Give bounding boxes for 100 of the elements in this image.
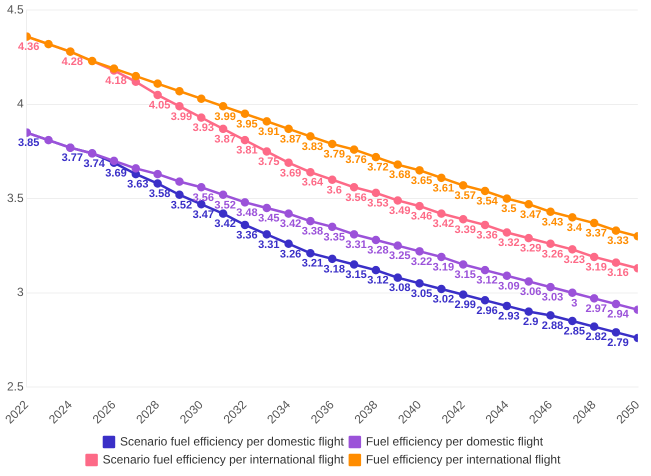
data-label: 3.22	[410, 256, 432, 268]
point	[393, 241, 402, 250]
point	[350, 183, 358, 192]
data-label: 3	[571, 297, 578, 310]
data-label: 3.54	[476, 196, 499, 208]
data-label: 3.46	[410, 210, 432, 223]
data-label: 2.97	[585, 302, 607, 315]
y-tick-label: 4.5	[6, 2, 24, 17]
point	[502, 228, 512, 237]
point	[415, 279, 424, 288]
point	[328, 254, 336, 264]
point	[218, 102, 228, 111]
point	[153, 170, 162, 178]
data-label: 3.42	[432, 218, 454, 230]
point	[44, 136, 53, 144]
data-label: 3.72	[367, 162, 389, 174]
point	[524, 277, 533, 286]
point	[350, 230, 358, 239]
data-label: 3.63	[127, 178, 149, 191]
data-label: 3.99	[170, 110, 192, 123]
point	[415, 166, 424, 175]
point	[480, 186, 490, 196]
data-label: 3.15	[345, 269, 367, 282]
point	[480, 296, 490, 305]
point	[415, 202, 424, 210]
point	[590, 294, 598, 303]
point	[44, 40, 53, 48]
data-label: 3.02	[432, 294, 454, 306]
legend-label: Scenario fuel efficiency per international flight	[102, 452, 345, 466]
point	[590, 218, 598, 228]
data-label: 3.31	[258, 238, 280, 251]
data-label: 3.99	[214, 110, 236, 123]
point	[328, 140, 336, 148]
data-label: 3.26	[280, 248, 302, 260]
data-label: 3.65	[410, 174, 432, 187]
point	[175, 190, 184, 200]
data-label: 2.93	[498, 310, 520, 322]
point	[262, 204, 272, 212]
point	[437, 174, 446, 182]
data-label: 3.57	[454, 190, 476, 202]
point	[393, 160, 402, 169]
point	[437, 284, 446, 294]
point	[612, 300, 620, 308]
y-tick-label: 4	[16, 96, 24, 111]
data-label: 3.42	[214, 218, 236, 230]
data-label: 3.16	[607, 267, 629, 280]
data-label: 2.96	[476, 304, 498, 317]
point	[524, 234, 533, 242]
data-label: 3.5	[501, 203, 517, 216]
y-tick-label: 3	[16, 285, 24, 300]
y-tick-label: 3.5	[6, 190, 24, 205]
data-label: 2.88	[542, 320, 564, 332]
data-label: 3.05	[410, 288, 432, 300]
point	[218, 209, 228, 218]
data-label: 4.36	[18, 41, 40, 54]
point	[524, 200, 533, 208]
point	[502, 302, 512, 310]
data-label: 3.68	[389, 169, 410, 182]
point	[197, 113, 206, 122]
point	[240, 220, 250, 230]
point	[153, 90, 162, 100]
data-label: 3.47	[192, 208, 214, 221]
point	[546, 240, 555, 248]
legend-label: Fuel efficiency per international flight	[366, 452, 562, 466]
data-label: 3.29	[520, 242, 542, 255]
data-label: 3.08	[389, 282, 410, 294]
point	[218, 124, 228, 134]
data-label: 3.53	[367, 197, 389, 210]
point	[458, 181, 468, 190]
data-label: 3.48	[236, 206, 258, 219]
point	[372, 236, 380, 244]
data-label: 3.45	[258, 212, 280, 225]
point	[502, 194, 512, 203]
point	[328, 175, 336, 184]
point	[458, 290, 468, 299]
data-label: 4.05	[148, 100, 170, 112]
point	[306, 132, 315, 141]
point	[568, 245, 577, 254]
data-label: 3.95	[236, 118, 258, 130]
data-label: 3.74	[83, 158, 106, 170]
point	[372, 266, 380, 274]
point	[393, 196, 402, 205]
data-label: 3.38	[302, 226, 324, 238]
point	[175, 102, 184, 111]
point	[262, 147, 272, 156]
point	[612, 328, 620, 337]
point	[218, 190, 228, 200]
data-label: 2.99	[454, 299, 476, 312]
point	[502, 272, 512, 280]
point	[546, 282, 555, 292]
point	[175, 177, 184, 186]
data-label: 3.91	[258, 126, 280, 138]
point	[240, 110, 250, 118]
data-label: 3.69	[280, 167, 302, 180]
point	[612, 258, 620, 267]
point	[458, 215, 468, 224]
point	[350, 260, 358, 269]
data-label: 3.52	[170, 199, 192, 212]
data-label: 3.61	[432, 182, 454, 194]
data-label: 3.37	[585, 228, 607, 240]
